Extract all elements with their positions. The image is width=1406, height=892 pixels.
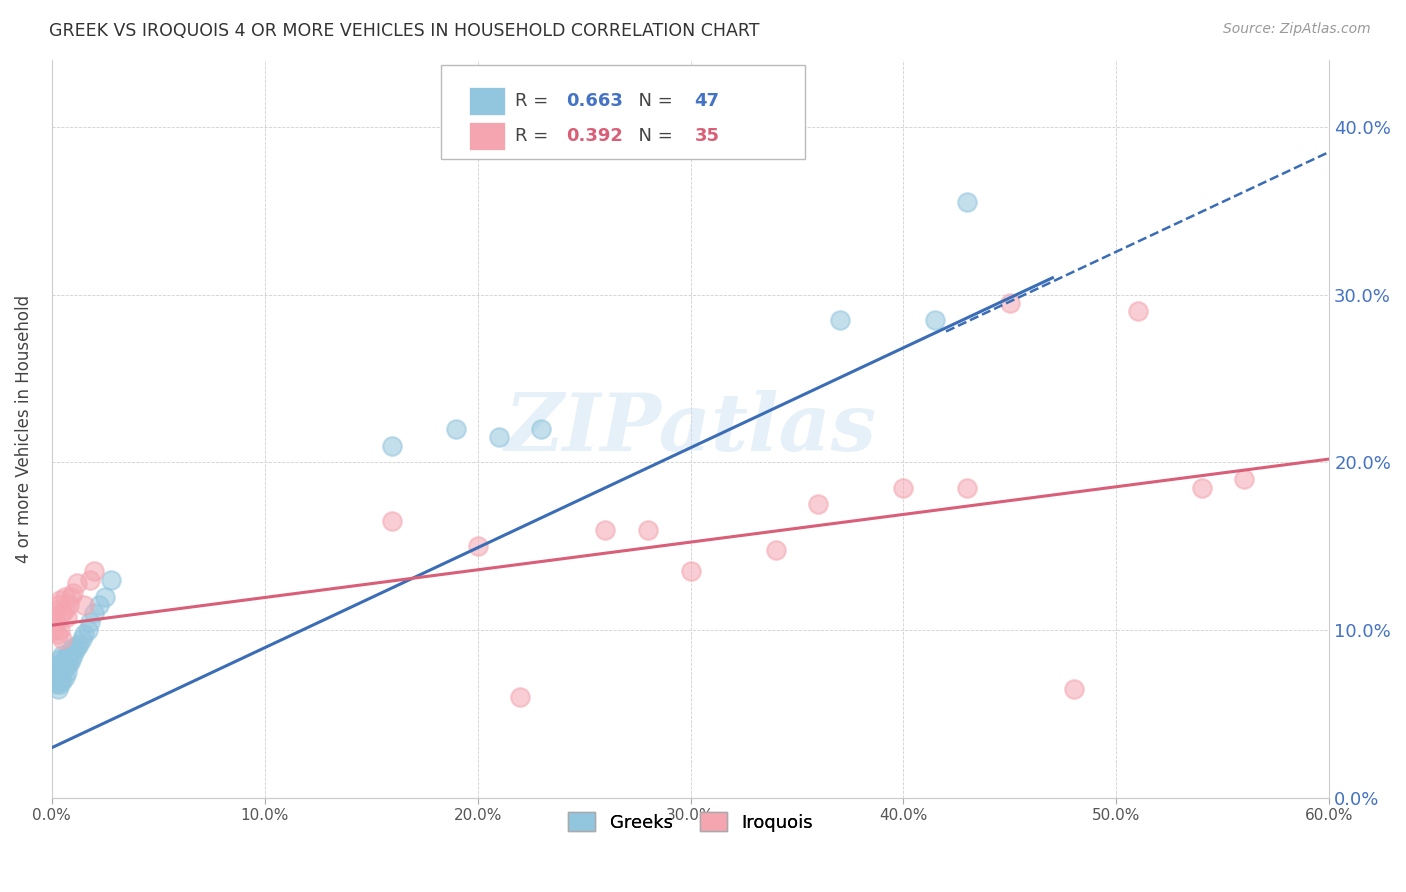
Point bbox=[1126, 304, 1149, 318]
Point bbox=[509, 690, 531, 705]
Text: 0.392: 0.392 bbox=[567, 128, 623, 145]
Point bbox=[1063, 681, 1085, 696]
Point bbox=[46, 665, 69, 680]
Point bbox=[956, 195, 979, 210]
Point bbox=[45, 603, 67, 617]
Point bbox=[58, 598, 80, 612]
Point bbox=[45, 615, 67, 629]
Point bbox=[956, 481, 979, 495]
Point bbox=[51, 665, 73, 680]
Point bbox=[79, 615, 101, 629]
Point bbox=[42, 609, 65, 624]
Point bbox=[51, 673, 73, 688]
Point bbox=[51, 632, 73, 646]
Point bbox=[381, 514, 404, 528]
Point bbox=[83, 607, 105, 621]
Point bbox=[45, 670, 67, 684]
Point bbox=[73, 598, 96, 612]
FancyBboxPatch shape bbox=[470, 87, 505, 115]
Point bbox=[53, 590, 76, 604]
Point bbox=[59, 643, 82, 657]
Point bbox=[51, 648, 73, 663]
Text: GREEK VS IROQUOIS 4 OR MORE VEHICLES IN HOUSEHOLD CORRELATION CHART: GREEK VS IROQUOIS 4 OR MORE VEHICLES IN … bbox=[49, 22, 759, 40]
Point bbox=[67, 637, 90, 651]
Point bbox=[66, 640, 89, 654]
Point bbox=[77, 624, 100, 638]
Point bbox=[446, 422, 468, 436]
Legend: Greeks, Iroquois: Greeks, Iroquois bbox=[560, 804, 823, 841]
Text: 47: 47 bbox=[695, 92, 720, 110]
Text: 0.663: 0.663 bbox=[567, 92, 623, 110]
Point bbox=[49, 668, 72, 682]
Text: N =: N = bbox=[627, 128, 678, 145]
Point bbox=[53, 670, 76, 684]
Point bbox=[924, 312, 946, 326]
Point bbox=[63, 643, 86, 657]
Point bbox=[62, 648, 84, 663]
Point bbox=[70, 632, 93, 646]
Point bbox=[55, 665, 77, 680]
Point bbox=[46, 598, 69, 612]
Point bbox=[53, 652, 76, 666]
Text: ZIPatlas: ZIPatlas bbox=[505, 390, 876, 467]
Point bbox=[807, 497, 830, 511]
Point bbox=[94, 590, 117, 604]
Point bbox=[55, 648, 77, 663]
Point bbox=[53, 603, 76, 617]
Point bbox=[49, 660, 72, 674]
Point bbox=[51, 657, 73, 671]
Point bbox=[62, 586, 84, 600]
Point bbox=[828, 312, 851, 326]
Point bbox=[45, 660, 67, 674]
Point bbox=[59, 653, 82, 667]
Point bbox=[530, 422, 553, 436]
Point bbox=[1191, 481, 1213, 495]
Point bbox=[467, 539, 489, 553]
Y-axis label: 4 or more Vehicles in Household: 4 or more Vehicles in Household bbox=[15, 294, 32, 563]
Point bbox=[59, 590, 82, 604]
Point bbox=[42, 624, 65, 638]
Point bbox=[58, 648, 80, 663]
Point bbox=[87, 598, 110, 612]
Point bbox=[58, 657, 80, 671]
Point bbox=[49, 677, 72, 691]
Point bbox=[42, 673, 65, 688]
Point bbox=[893, 481, 915, 495]
FancyBboxPatch shape bbox=[441, 65, 806, 160]
Text: 35: 35 bbox=[695, 128, 720, 145]
Text: R =: R = bbox=[516, 92, 554, 110]
Point bbox=[488, 430, 510, 444]
Point bbox=[49, 593, 72, 607]
Point bbox=[42, 665, 65, 680]
Point bbox=[51, 607, 73, 621]
Point bbox=[679, 565, 702, 579]
Point bbox=[53, 660, 76, 674]
FancyBboxPatch shape bbox=[470, 122, 505, 150]
Point bbox=[73, 626, 96, 640]
Point bbox=[46, 626, 69, 640]
Point bbox=[55, 609, 77, 624]
Point bbox=[46, 657, 69, 671]
Point bbox=[100, 573, 122, 587]
Text: Source: ZipAtlas.com: Source: ZipAtlas.com bbox=[1223, 22, 1371, 37]
Point bbox=[765, 542, 787, 557]
Point bbox=[49, 652, 72, 666]
Point bbox=[45, 677, 67, 691]
Text: N =: N = bbox=[627, 92, 678, 110]
Point bbox=[62, 640, 84, 654]
Point bbox=[1233, 472, 1256, 486]
Text: R =: R = bbox=[516, 128, 554, 145]
Point bbox=[637, 523, 659, 537]
Point bbox=[46, 681, 69, 696]
Point bbox=[55, 657, 77, 671]
Point bbox=[66, 576, 89, 591]
Point bbox=[83, 565, 105, 579]
Point bbox=[595, 523, 617, 537]
Point bbox=[998, 296, 1021, 310]
Point bbox=[46, 673, 69, 688]
Point bbox=[79, 573, 101, 587]
Point bbox=[49, 624, 72, 638]
Point bbox=[381, 439, 404, 453]
